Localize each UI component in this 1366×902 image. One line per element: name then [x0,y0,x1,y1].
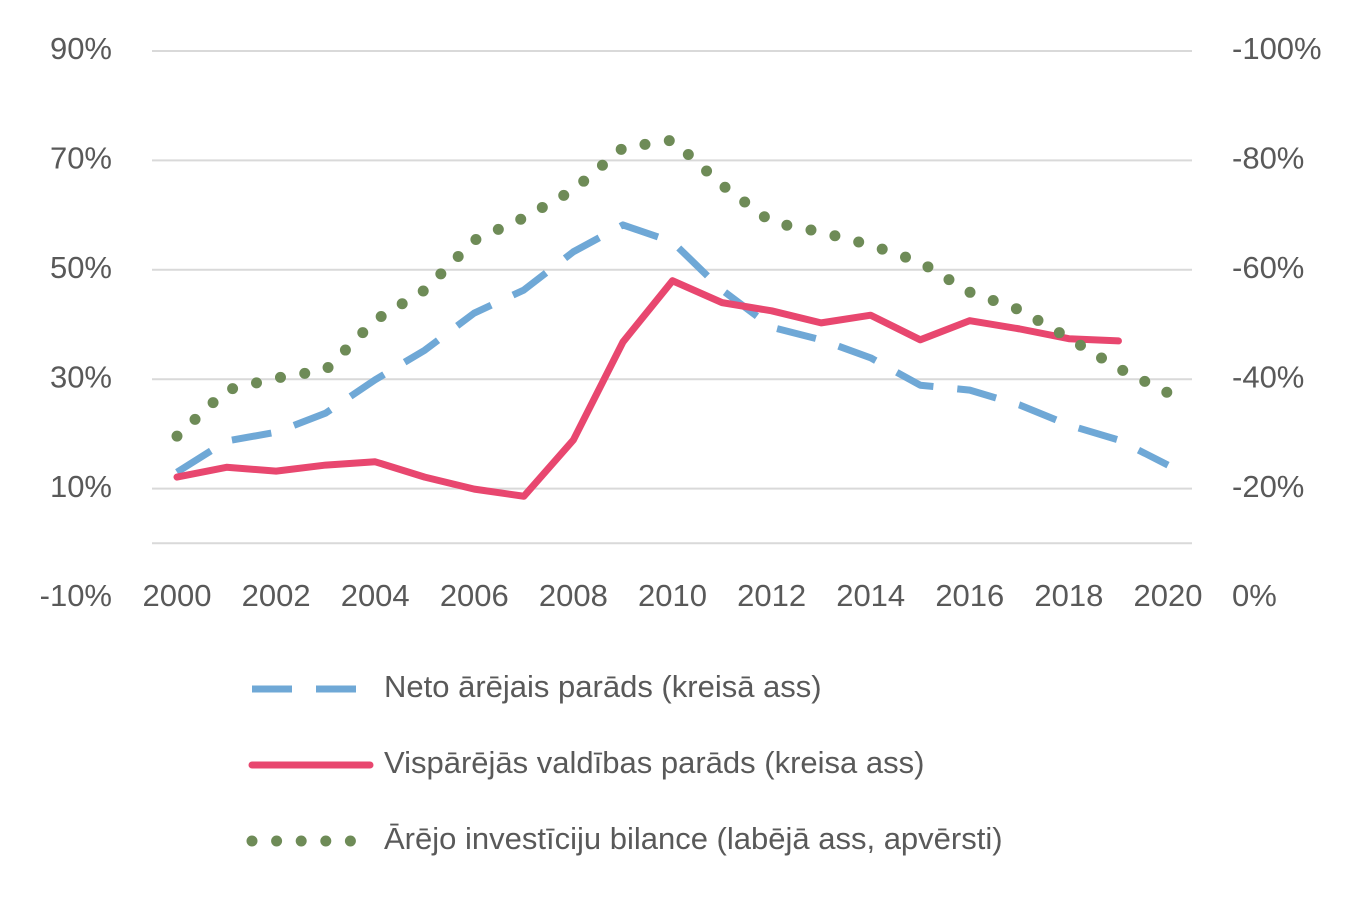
x-tick-label: 2020 [1134,578,1203,613]
x-tick-label: 2014 [836,578,905,613]
legend-label: Ārējo investīciju bilance (labējā ass, a… [384,821,1003,856]
y2-tick-label: -20% [1232,469,1304,504]
x-tick-label: 2000 [143,578,212,613]
legend-label: Neto ārējais parāds (kreisā ass) [384,669,822,704]
y-tick-label: 70% [50,141,112,176]
y2-tick-label: 0% [1232,578,1277,613]
y-tick-label: -10% [40,578,112,613]
y-tick-label: 10% [50,469,112,504]
x-tick-label: 2002 [242,578,311,613]
y2-tick-label: -100% [1232,31,1322,66]
x-tick-label: 2006 [440,578,509,613]
x-tick-label: 2008 [539,578,608,613]
x-tick-label: 2004 [341,578,410,613]
legend-label: Vispārējās valdības parāds (kreisa ass) [384,745,924,780]
x-tick-label: 2012 [737,578,806,613]
series-line [173,277,1122,500]
x-tick-label: 2010 [638,578,707,613]
y-tick-label: 90% [50,31,112,66]
y-tick-label: 30% [50,359,112,394]
y-tick-label: 50% [50,250,112,285]
y2-tick-label: -80% [1232,141,1304,176]
x-tick-label: 2016 [935,578,1004,613]
x-tick-label: 2018 [1034,578,1103,613]
y2-tick-label: -60% [1232,250,1304,285]
series-line [175,221,1170,476]
series-line [171,134,1174,442]
y2-tick-label: -40% [1232,359,1304,394]
